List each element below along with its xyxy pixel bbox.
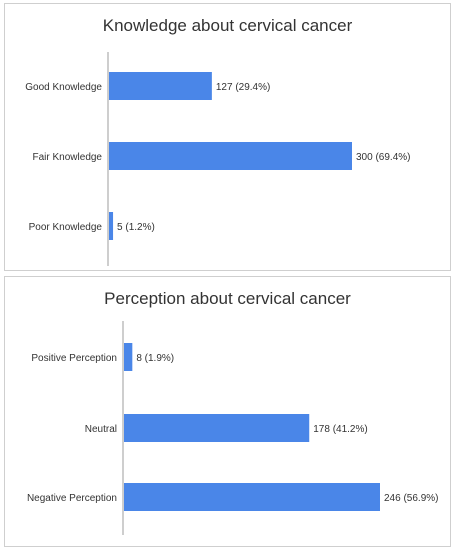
perception-data-label: 178 (41.2%): [313, 424, 367, 435]
knowledge-bar: [109, 72, 212, 100]
knowledge-category-label: Fair Knowledge: [33, 152, 103, 163]
knowledge-category-label: Poor Knowledge: [29, 222, 103, 233]
knowledge-data-label: 300 (69.4%): [356, 152, 410, 163]
knowledge-chart-panel: Knowledge about cervical cancer Good Kno…: [4, 3, 451, 271]
knowledge-bar: [109, 142, 352, 170]
knowledge-category-label: Good Knowledge: [25, 82, 102, 93]
perception-data-label: 246 (56.9%): [384, 493, 438, 504]
perception-bar: [124, 483, 380, 511]
perception-category-label: Neutral: [85, 424, 117, 435]
perception-bar: [124, 343, 133, 371]
perception-chart-plot: Positive Perception 8 (1.9%) Neutral 178 (4…: [27, 321, 438, 535]
knowledge-data-label: 127 (29.4%): [216, 82, 270, 93]
perception-category-label: Negative Perception: [27, 493, 117, 504]
knowledge-chart-title: Knowledge about cervical cancer: [102, 16, 353, 35]
perception-data-label: 8 (1.9%): [136, 353, 174, 364]
perception-bar: [124, 414, 310, 442]
perception-chart-title: Perception about cervical cancer: [104, 289, 351, 308]
perception-chart-panel: Perception about cervical cancer Positiv…: [4, 276, 451, 547]
knowledge-data-label: 5 (1.2%): [117, 222, 155, 233]
knowledge-bar: [109, 212, 114, 240]
perception-category-label: Positive Perception: [31, 353, 117, 364]
knowledge-chart-plot: Good Knowledge 127 (29.4%) Fair Knowledge 3…: [25, 52, 410, 266]
